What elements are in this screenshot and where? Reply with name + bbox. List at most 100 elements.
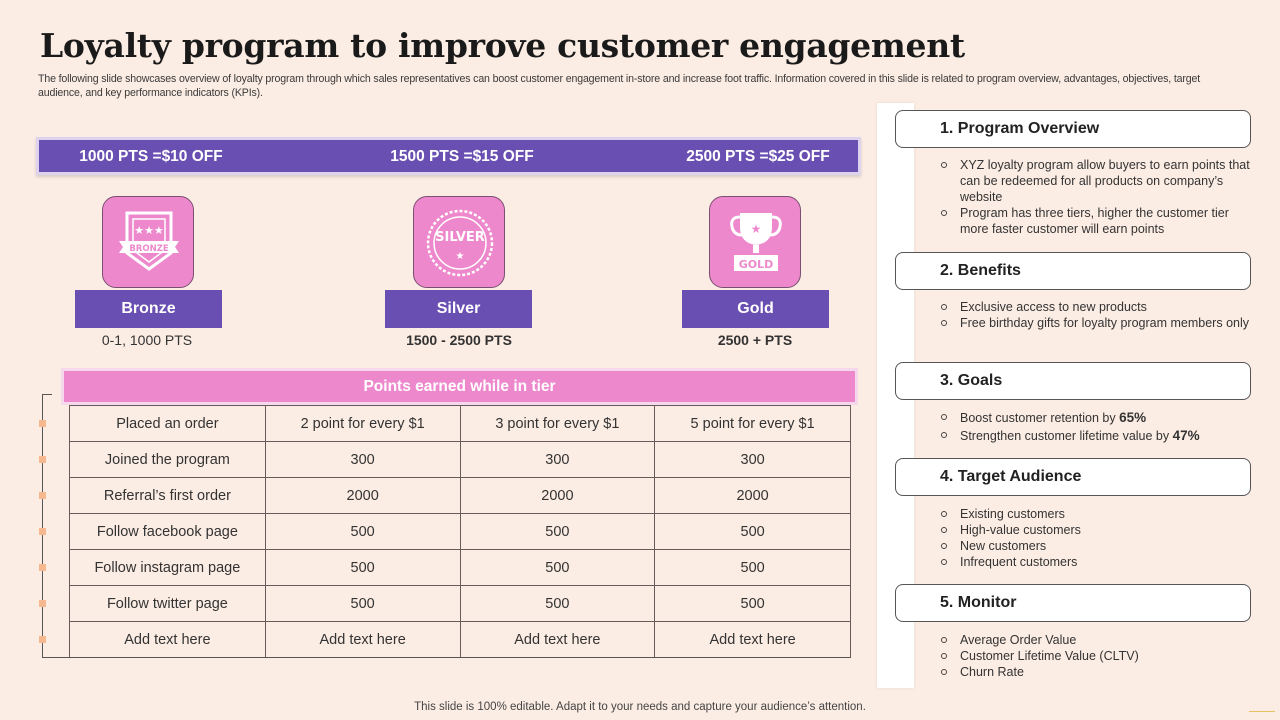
points-cell: 2 point for every $1 <box>264 405 461 442</box>
table-row: Follow facebook page 500 500 500 <box>69 513 851 550</box>
row-marker <box>39 492 46 499</box>
list-item: Existing customers <box>940 506 1252 522</box>
bullet-circle-icon <box>941 304 947 310</box>
laurel-seal-icon: SILVER ★ <box>426 209 494 277</box>
row-marker <box>39 528 46 535</box>
activity-cell: Add text here <box>69 621 266 658</box>
list-item: Program has three tiers, higher the cust… <box>940 205 1252 237</box>
banner-reward-2: 1500 PTS =$15 OFF <box>390 148 534 165</box>
points-cell: 300 <box>459 441 656 478</box>
bullet-circle-icon <box>941 210 947 216</box>
tier-range-bronze: 0-1, 1000 PTS <box>101 332 193 348</box>
list-item: Boost customer retention by 65% <box>940 409 1252 427</box>
points-cell: Add text here <box>654 621 851 658</box>
table-row: Add text here Add text here Add text here A… <box>69 621 851 658</box>
table-row: Follow instagram page 500 500 500 <box>69 549 851 586</box>
activity-cell: Follow instagram page <box>69 549 266 586</box>
goals-list: Boost customer retention by 65% Strength… <box>940 409 1252 445</box>
rewards-banner: 1000 PTS =$10 OFF 1500 PTS =$15 OFF 2500… <box>36 137 861 175</box>
bullet-circle-icon <box>941 511 947 517</box>
list-item: XYZ loyalty program allow buyers to earn… <box>940 157 1252 205</box>
monitor-list: Average Order Value Customer Lifetime Va… <box>940 632 1252 680</box>
points-cell: 2000 <box>654 477 851 514</box>
points-table: Placed an order 2 point for every $1 3 poi… <box>69 405 851 658</box>
table-bottom-line <box>42 657 851 658</box>
page-title: Loyalty program to improve customer enga… <box>40 26 965 65</box>
benefits-list: Exclusive access to new products Free bi… <box>940 299 1252 331</box>
points-cell: 500 <box>459 513 656 550</box>
bullet-circle-icon <box>941 162 947 168</box>
list-item: Infrequent customers <box>940 554 1252 570</box>
row-marker <box>39 636 46 643</box>
points-cell: 2000 <box>459 477 656 514</box>
tier-label-silver: Silver <box>385 290 532 328</box>
points-cell: 300 <box>654 441 851 478</box>
banner-reward-1: 1000 PTS =$10 OFF <box>79 148 223 165</box>
list-item: Exclusive access to new products <box>940 299 1252 315</box>
points-cell: 300 <box>264 441 461 478</box>
svg-text:★: ★ <box>456 251 465 262</box>
activity-cell: Follow twitter page <box>69 585 266 622</box>
bullet-circle-icon <box>941 320 947 326</box>
points-cell: 500 <box>459 585 656 622</box>
points-cell: 5 point for every $1 <box>654 405 851 442</box>
points-cell: 500 <box>654 513 851 550</box>
points-cell: 3 point for every $1 <box>459 405 656 442</box>
ribbon-shield-icon: ★★★ BRONZE <box>119 211 179 271</box>
activity-cell: Joined the program <box>69 441 266 478</box>
table-bracket <box>42 394 52 658</box>
svg-text:BRONZE: BRONZE <box>129 244 169 254</box>
points-table-header: Points earned while in tier <box>61 368 858 405</box>
list-item: Customer Lifetime Value (CLTV) <box>940 648 1252 664</box>
row-marker <box>39 420 46 427</box>
section-goals: 3. Goals <box>895 362 1251 400</box>
banner-reward-3: 2500 PTS =$25 OFF <box>686 148 830 165</box>
svg-text:GOLD: GOLD <box>739 258 774 271</box>
page-subtitle: The following slide showcases overview o… <box>38 73 1201 99</box>
bullet-circle-icon <box>941 637 947 643</box>
bullet-circle-icon <box>941 669 947 675</box>
list-item: Free birthday gifts for loyalty program … <box>940 315 1252 331</box>
points-cell: 500 <box>459 549 656 586</box>
points-cell: 2000 <box>264 477 461 514</box>
activity-cell: Referral’s first order <box>69 477 266 514</box>
points-cell: Add text here <box>264 621 461 658</box>
svg-text:★: ★ <box>751 222 762 236</box>
program-overview-list: XYZ loyalty program allow buyers to earn… <box>940 157 1252 237</box>
list-item: High-value customers <box>940 522 1252 538</box>
bullet-circle-icon <box>941 653 947 659</box>
tier-range-gold: 2500 + PTS <box>717 332 793 348</box>
svg-text:★★★: ★★★ <box>134 224 164 237</box>
footer-note: This slide is 100% editable. Adapt it to… <box>414 701 866 713</box>
list-item: New customers <box>940 538 1252 554</box>
points-cell: 500 <box>264 585 461 622</box>
svg-text:SILVER: SILVER <box>435 230 485 245</box>
section-benefits: 2. Benefits <box>895 252 1251 290</box>
section-target-audience: 4. Target Audience <box>895 458 1251 496</box>
points-cell: 500 <box>264 513 461 550</box>
table-row: Follow twitter page 500 500 500 <box>69 585 851 622</box>
points-cell: 500 <box>264 549 461 586</box>
section-monitor: 5. Monitor <box>895 584 1251 622</box>
bullet-circle-icon <box>941 559 947 565</box>
target-audience-list: Existing customers High-value customers … <box>940 506 1252 570</box>
activity-cell: Follow facebook page <box>69 513 266 550</box>
list-item: Churn Rate <box>940 664 1252 680</box>
corner-accent <box>1249 711 1275 712</box>
bronze-badge: ★★★ BRONZE <box>102 196 194 288</box>
tier-label-gold: Gold <box>682 290 829 328</box>
points-cell: 500 <box>654 585 851 622</box>
points-cell: 500 <box>654 549 851 586</box>
silver-badge: SILVER ★ <box>413 196 505 288</box>
bullet-circle-icon <box>941 527 947 533</box>
tier-range-silver: 1500 - 2500 PTS <box>406 332 512 348</box>
list-item: Strengthen customer lifetime value by 47… <box>940 427 1252 445</box>
row-marker <box>39 456 46 463</box>
gold-badge: ★ GOLD <box>709 196 801 288</box>
activity-cell: Placed an order <box>69 405 266 442</box>
table-row: Referral’s first order 2000 2000 2000 <box>69 477 851 514</box>
table-row: Joined the program 300 300 300 <box>69 441 851 478</box>
table-row: Placed an order 2 point for every $1 3 poi… <box>69 405 851 442</box>
section-program-overview: 1. Program Overview <box>895 110 1251 148</box>
bullet-circle-icon <box>941 543 947 549</box>
